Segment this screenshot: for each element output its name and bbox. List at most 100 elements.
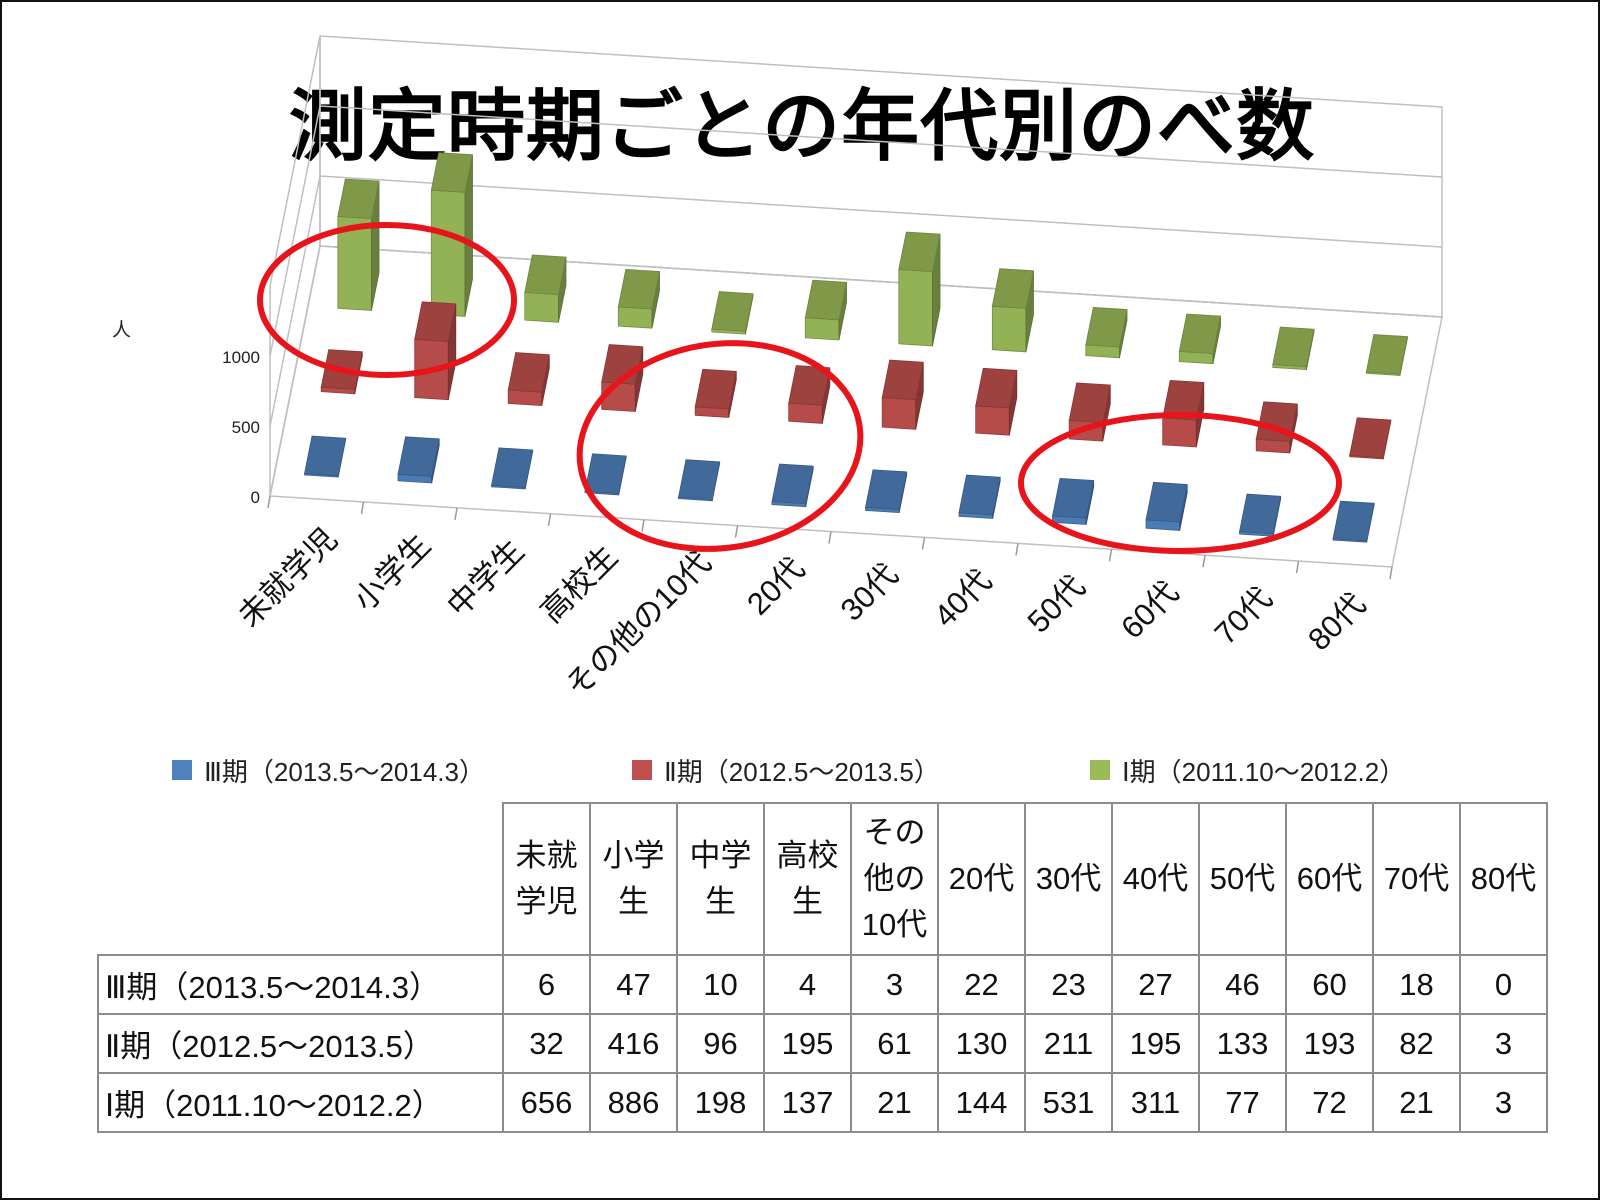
legend-label-phase2: Ⅱ期（2012.5～2013.5） [664,756,940,787]
bar-top-face [1272,326,1315,368]
x-tick [1108,549,1113,562]
table-header-cell: 中学 生 [676,802,765,956]
table-cell: 46 [1198,954,1287,1015]
highlight-ellipse-1 [257,222,517,378]
data-table: 未就 学児 小学 生 中学 生 高校 生 その 他の 10代 20代 30代 4… [97,802,1548,1133]
x-category-label: 60代 [1114,574,1185,645]
bar-front-face [788,402,823,424]
bar-top-face [1145,481,1188,523]
table-cell: 531 [1024,1072,1113,1133]
bar-phase3-1 [397,436,440,484]
table-header-cell: 40代 [1111,802,1200,956]
bar-top-face [771,463,814,505]
table-cell: 198 [676,1072,765,1133]
bar-phase3-6 [865,469,908,514]
table-header-cell: 70代 [1372,802,1461,956]
x-category-label: 20代 [740,551,811,622]
bar-top-face [991,268,1034,309]
bar-top-face [397,436,440,477]
bar-phase2-5 [788,365,831,424]
bar-top-face [1349,417,1392,458]
table-header-cell: 50代 [1198,802,1287,956]
bar-top-face [1068,382,1111,423]
bar-phase1-3 [617,268,660,329]
x-category-label: 40代 [927,563,998,634]
bar-phase1-4 [711,291,754,335]
bar-top-face [1162,379,1205,421]
bar-top-face [694,368,737,410]
x-tick [921,537,926,550]
legend-label-phase3: Ⅲ期（2013.5～2014.3） [204,756,485,787]
table-cell: 77 [1198,1072,1287,1133]
table-row-label: Ⅰ期（2011.10～2012.2） [97,1072,504,1133]
table-header-cell: 80代 [1459,802,1548,956]
y-tick-label: 1000 [222,348,260,367]
x-category-label: 中学生 [440,533,531,624]
legend-swatch-phase2 [632,760,652,780]
table-cell: 32 [502,1013,591,1074]
table-cell: 10 [676,954,765,1015]
table-cell: 193 [1285,1013,1374,1074]
table-cell: 4 [763,954,852,1015]
table-cell: 656 [502,1072,591,1133]
bar-phase2-7 [975,367,1018,436]
table-cell: 72 [1285,1072,1374,1133]
bar-top-face [975,367,1018,409]
table-header-row: 未就 学児 小学 生 中学 生 高校 生 その 他の 10代 20代 30代 4… [98,802,1548,956]
highlight-ellipse-3 [1018,412,1342,554]
table-cell: 27 [1111,954,1200,1015]
table-cell: 3 [1459,1013,1548,1074]
table-cell: 47 [589,954,678,1015]
bar-phase3-10 [1239,493,1282,537]
chart-annotations [257,222,1342,554]
bar-front-face [507,389,543,407]
bar-top-face [678,459,721,500]
table-header-cell: 小学 生 [589,802,678,956]
table-row-label: Ⅲ期（2013.5～2014.3） [97,954,504,1015]
bar-phase1-1 [430,152,473,317]
bar-top-face [865,469,908,510]
table-header-cell: 未就 学児 [502,802,591,956]
bar-top-face [1239,493,1282,535]
table-cell: 3 [850,954,939,1015]
x-category-label: 高校生 [534,539,625,630]
back-wall [319,35,1443,318]
x-category-label: 70代 [1208,580,1279,651]
legend-item-phase2: Ⅱ期（2012.5～2013.5） [632,750,940,790]
table-row: Ⅲ期（2013.5～2014.3） 6 47 10 4 3 22 23 27 4… [97,954,1548,1015]
x-category-label: 未就学児 [231,521,343,633]
bar-top-face [958,474,1001,516]
table-cell: 60 [1285,954,1374,1015]
bar-phase2-4 [694,368,737,418]
table-header-cell: 30代 [1024,802,1113,956]
legend-swatch-phase3 [172,760,192,780]
legend-item-phase1: Ⅰ期（2011.10～2012.2） [1090,750,1405,790]
x-tick [267,495,271,509]
bar-front-face [991,305,1027,353]
chart-legend: Ⅲ期（2013.5～2014.3） Ⅱ期（2012.5～2013.5） Ⅰ期（2… [172,750,1532,790]
table-cell: 144 [937,1072,1026,1133]
table-header-cell: 60代 [1285,802,1374,956]
bar-top-face [711,291,754,332]
bar-phase3-5 [771,463,814,508]
table-cell: 21 [1372,1072,1461,1133]
legend-label-phase1: Ⅰ期（2011.10～2012.2） [1122,756,1406,787]
bar-phase2-11 [1349,417,1392,460]
table-cell: 21 [850,1072,939,1133]
table-cell: 416 [589,1013,678,1074]
x-tick [641,519,645,532]
bar-top-face [1365,334,1408,375]
chart-frame [267,35,1443,580]
bar-front-face [804,317,840,341]
table-cell: 6 [502,954,591,1015]
bar-top-face [804,279,847,321]
table-header-cell: 20代 [937,802,1026,956]
legend-swatch-phase1 [1090,760,1110,780]
bar-top-face [430,152,473,193]
bar-front-face [524,291,559,323]
x-category-label: 小学生 [347,527,438,618]
table-cell: 195 [1111,1013,1200,1074]
x-tick [1202,555,1206,568]
table-cell: 0 [1459,954,1548,1015]
